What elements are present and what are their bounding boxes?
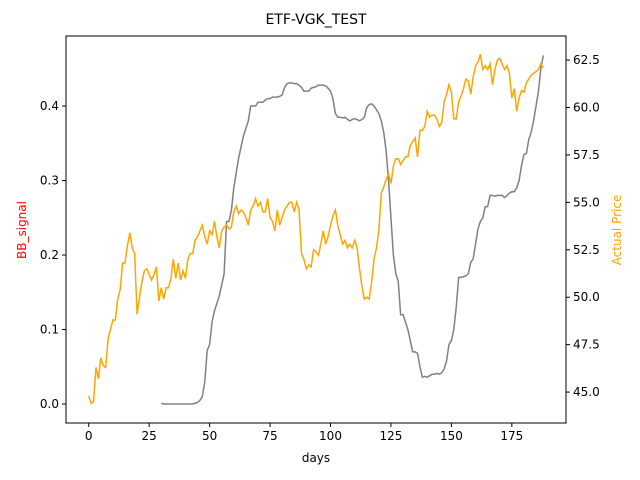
x-tick-label: 125 xyxy=(379,429,402,443)
chart-title: ETF-VGK_TEST xyxy=(265,12,367,28)
y2-tick-label: 55.0 xyxy=(573,195,600,209)
y2-axis-label: Actual Price xyxy=(610,195,624,266)
x-tick-label: 150 xyxy=(440,429,463,443)
y-tick-label: 0.2 xyxy=(40,248,59,262)
y-tick-label: 0.0 xyxy=(40,397,59,411)
x-tick-label: 0 xyxy=(85,429,93,443)
y2-tick-label: 62.5 xyxy=(573,53,600,67)
x-tick-label: 50 xyxy=(202,429,217,443)
y-axis-label: BB_signal xyxy=(15,201,29,259)
y2-tick-label: 47.5 xyxy=(573,338,600,352)
y-tick-label: 0.3 xyxy=(40,174,59,188)
y-tick-label: 0.1 xyxy=(40,323,59,337)
x-tick-label: 25 xyxy=(142,429,157,443)
data-line xyxy=(88,54,544,405)
data-line xyxy=(161,55,545,405)
y2-tick-label: 45.0 xyxy=(573,385,600,399)
y-tick-label: 0.4 xyxy=(40,99,59,113)
y2-tick-label: 50.0 xyxy=(573,290,600,304)
x-axis-label: days xyxy=(302,451,330,465)
x-tick-label: 100 xyxy=(319,429,342,443)
y2-tick-label: 60.0 xyxy=(573,101,600,115)
y2-tick-label: 52.5 xyxy=(573,243,600,257)
plot-frame xyxy=(65,35,567,424)
y2-tick-label: 57.5 xyxy=(573,148,600,162)
x-tick-label: 75 xyxy=(262,429,277,443)
x-tick-label: 175 xyxy=(500,429,523,443)
